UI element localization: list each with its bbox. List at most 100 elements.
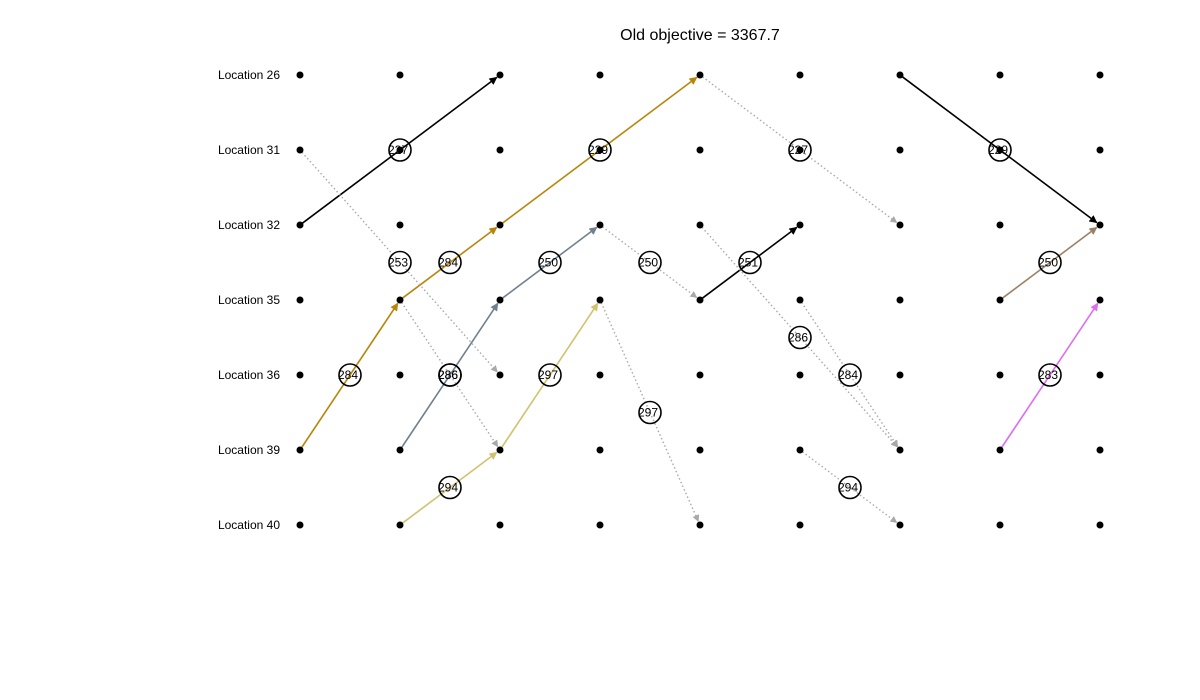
grid-node — [796, 71, 804, 79]
weight-value: 227 — [788, 143, 808, 157]
grid-node — [796, 146, 804, 154]
grid-node — [896, 146, 904, 154]
weight-circle — [588, 138, 612, 162]
grid-node — [396, 221, 404, 229]
grid-node — [1096, 146, 1104, 154]
route-edge — [500, 302, 599, 448]
weight-circle — [1038, 363, 1062, 387]
grid-node — [896, 371, 904, 379]
route-edge — [1001, 226, 1098, 299]
grid-node — [696, 71, 704, 79]
grid-node — [696, 521, 704, 529]
weight-circle — [388, 138, 412, 162]
weight-value: 229 — [988, 143, 1008, 157]
weight-value: 250 — [538, 256, 558, 270]
grid-node — [296, 71, 304, 79]
grid-node — [496, 146, 504, 154]
grid-node — [796, 221, 804, 229]
weight-value: 284 — [338, 368, 358, 382]
grid-node — [896, 521, 904, 529]
grid-nodes — [296, 71, 1104, 529]
grid-node — [296, 146, 304, 154]
grid-node — [496, 221, 504, 229]
grid-node — [996, 71, 1004, 79]
grid-node — [996, 296, 1004, 304]
edge-weight-badge: 284 — [338, 363, 362, 387]
grid-node — [596, 446, 604, 454]
grid-node — [396, 371, 404, 379]
weight-value: 229 — [588, 143, 608, 157]
edge-weight-badge: 286 — [788, 325, 812, 350]
grid-node — [1096, 446, 1104, 454]
edge-weight-badge: 227 — [788, 138, 812, 162]
location-label: Location 35 — [218, 293, 280, 307]
grid-node — [796, 371, 804, 379]
grid-node — [896, 296, 904, 304]
weight-value: 284 — [438, 256, 458, 270]
grid-node — [996, 446, 1004, 454]
weight-circle — [988, 138, 1012, 162]
weight-value: 286 — [438, 368, 458, 382]
grid-node — [496, 446, 504, 454]
grid-node — [996, 146, 1004, 154]
edge-weight-badge: 229 — [588, 138, 612, 162]
edge-weight-badges: 227 284 284 229 286 250 294 297 251 229 250 283 253 2… — [338, 138, 1062, 500]
weight-circle — [738, 250, 762, 275]
grid-node — [696, 221, 704, 229]
edge-weight-badge: 297 — [638, 400, 662, 425]
route-edge — [300, 302, 399, 448]
route-edge — [1000, 302, 1099, 448]
weight-value: 283 — [1038, 368, 1058, 382]
grid-node — [596, 371, 604, 379]
grid-node — [796, 446, 804, 454]
edge-weight-badge: 250 — [1038, 250, 1062, 275]
grid-node — [1096, 521, 1104, 529]
location-label: Location 39 — [218, 443, 280, 457]
grid-node — [1096, 296, 1104, 304]
edge-weight-badge: 250 — [638, 250, 662, 275]
grid-node — [596, 221, 604, 229]
weight-value: 286 — [788, 331, 808, 345]
weight-value: 227 — [388, 143, 408, 157]
weight-circle — [638, 400, 662, 425]
location-label: Location 26 — [218, 68, 280, 82]
weight-circle — [438, 250, 462, 275]
weight-value: 284 — [838, 368, 858, 382]
weight-circle — [838, 363, 862, 387]
weight-circle — [438, 363, 462, 387]
location-label: Location 32 — [218, 218, 280, 232]
weight-circle — [538, 363, 562, 387]
dotted-route-edge — [301, 151, 498, 373]
route-edge — [401, 226, 498, 299]
grid-node — [696, 371, 704, 379]
route-edge — [701, 226, 798, 299]
weight-value: 294 — [838, 481, 858, 495]
edge-weight-badge: 294 — [438, 475, 462, 500]
grid-node — [596, 146, 604, 154]
weight-value: 251 — [738, 256, 758, 270]
weight-value: 286 — [438, 368, 458, 382]
location-label: Location 31 — [218, 143, 280, 157]
grid-node — [396, 521, 404, 529]
weight-value: 250 — [638, 256, 658, 270]
grid-node — [396, 71, 404, 79]
weight-circle — [538, 250, 562, 275]
grid-node — [596, 71, 604, 79]
grid-node — [596, 521, 604, 529]
weight-circle — [838, 475, 862, 500]
grid-node — [696, 146, 704, 154]
weight-circle — [1038, 250, 1062, 275]
grid-node — [296, 446, 304, 454]
edge-weight-badge: 284 — [438, 250, 462, 275]
location-label: Location 36 — [218, 368, 280, 382]
grid-node — [896, 221, 904, 229]
weight-value: 294 — [438, 481, 458, 495]
grid-node — [696, 446, 704, 454]
grid-node — [896, 71, 904, 79]
grid-node — [496, 71, 504, 79]
route-edge — [401, 451, 498, 524]
edge-weight-badge: 297 — [538, 363, 562, 387]
grid-node — [296, 521, 304, 529]
grid-node — [696, 296, 704, 304]
grid-node — [996, 521, 1004, 529]
